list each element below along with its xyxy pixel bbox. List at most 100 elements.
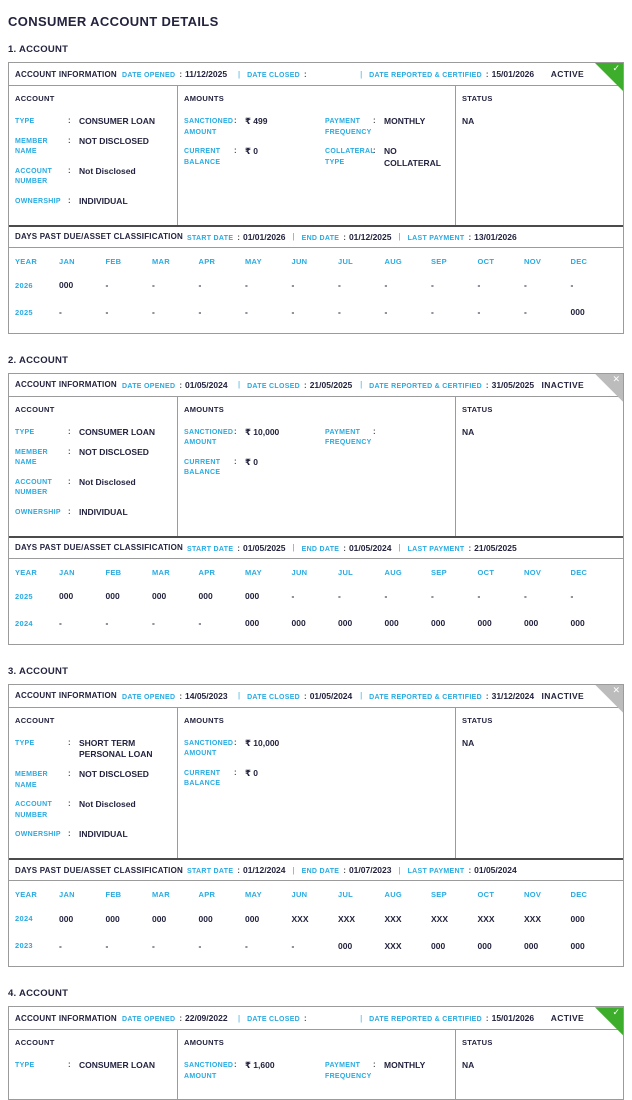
amounts-left: SANCTIONED AMOUNT: ₹ 10,000 CURRENT BALANC… <box>184 427 325 487</box>
field-row: CURRENT BALANCE: ₹ 0 <box>184 768 325 790</box>
last-payment-value: 21/05/2025 <box>474 542 517 553</box>
field-row: MEMBER NAME: NOT DISCLOSED <box>15 136 171 158</box>
field-row: TYPE: CONSUMER LOAN <box>15 116 171 128</box>
dpd-data-row: 2025 000 000 000 000 000 - - - - - - - <box>15 583 617 610</box>
field-value: MONTHLY <box>384 1060 426 1071</box>
account-section-title: 4. ACCOUNT <box>8 988 69 1000</box>
account-detail-columns: ACCOUNT TYPE: SHORT TERM PERSONAL LOAN MEM… <box>9 707 623 859</box>
colon: : <box>237 866 240 876</box>
date-opened-value: 11/12/2025 <box>185 69 228 79</box>
colon: : <box>68 446 71 456</box>
date-closed-field: DATE CLOSED : <box>247 70 353 79</box>
dpd-value: - <box>384 307 388 318</box>
field-value: ₹ 0 <box>245 767 259 778</box>
dpd-data-row: 2024 - - - - 000 000 000 000 000 000 000 000 <box>15 610 617 637</box>
colon: : <box>373 146 376 155</box>
amounts-column-header: AMOUNTS <box>184 404 225 414</box>
dpd-month-header: APR <box>198 567 216 577</box>
account-column-header: ACCOUNT <box>15 94 55 103</box>
amounts-right: PAYMENT FREQUENCY: MONTHLY COLLATERAL TYPE… <box>325 116 449 178</box>
colon: : <box>179 70 183 79</box>
field-label: SANCTIONED AMOUNT <box>184 1062 234 1080</box>
dpd-value: 000 <box>245 618 260 629</box>
field-row: OWNERSHIP: INDIVIDUAL <box>15 196 171 208</box>
amounts-left: SANCTIONED AMOUNT: ₹ 10,000 CURRENT BALANC… <box>184 738 325 798</box>
account-card: ACCOUNT INFORMATION DATE OPENED : 22/09/… <box>8 1006 624 1100</box>
date-opened-label: DATE OPENED <box>122 1016 176 1024</box>
end-date-value: 01/07/2023 <box>348 865 392 876</box>
field-label: OWNERSHIP <box>15 508 61 516</box>
amounts-column: AMOUNTS SANCTIONED AMOUNT: ₹ 10,000 CURREN… <box>178 707 456 859</box>
colon: : <box>373 1060 376 1070</box>
status-badge: INACTIVE <box>541 379 584 390</box>
dpd-value: - <box>384 591 388 602</box>
dpd-month-header: FEB <box>105 256 122 266</box>
last-payment-field: LAST PAYMENT : 13/01/2026 <box>408 232 517 242</box>
dpd-month-header: JAN <box>59 567 75 577</box>
date-opened-field: DATE OPENED : 01/05/2024 <box>122 380 231 390</box>
field-row: COLLATERAL TYPE: NO COLLATERAL <box>325 146 449 170</box>
account-section: 2. ACCOUNT ACCOUNT INFORMATION DATE OPEN… <box>8 355 624 645</box>
colon: : <box>237 232 240 242</box>
colon: : <box>68 829 71 839</box>
dpd-value: - <box>105 618 109 629</box>
dpd-month-header: MAY <box>245 256 262 266</box>
dpd-value: 000 <box>105 913 120 924</box>
field-row: MEMBER NAME: NOT DISCLOSED <box>15 769 171 791</box>
dpd-value: - <box>59 307 62 318</box>
field-value: Not Disclosed <box>79 799 136 810</box>
colon: : <box>179 380 183 390</box>
field-label: MEMBER NAME <box>15 137 48 156</box>
dpd-value: XXX <box>384 940 402 951</box>
account-information-header: ACCOUNT INFORMATION DATE OPENED : 11/12/… <box>9 63 623 91</box>
colon: : <box>373 116 376 125</box>
colon: : <box>485 70 489 79</box>
dpd-month-header: AUG <box>384 890 403 900</box>
account-section-title: 1. ACCOUNT <box>8 44 69 55</box>
colon: : <box>304 691 307 701</box>
colon: : <box>343 232 346 242</box>
dpd-value: 000 <box>338 618 353 629</box>
date-closed-field: DATE CLOSED : 21/05/2025 <box>247 380 353 390</box>
separator: | <box>360 69 363 79</box>
dpd-data-row: 2023 - - - - - - 000 XXX 000 000 000 000 <box>15 932 617 959</box>
amounts-right: PAYMENT FREQUENCY: MONTHLY <box>325 1060 449 1090</box>
dpd-year-header: YEAR <box>15 567 38 577</box>
status-column-header: STATUS <box>462 404 493 414</box>
dpd-month-header: NOV <box>524 567 542 577</box>
colon: : <box>485 691 489 701</box>
amounts-left: SANCTIONED AMOUNT: ₹ 1,600 <box>184 1060 325 1090</box>
field-row: SANCTIONED AMOUNT: ₹ 1,600 <box>184 1060 325 1082</box>
dpd-month-header: OCT <box>477 256 495 266</box>
dpd-value: 000 <box>477 940 492 951</box>
separator: | <box>238 380 241 390</box>
end-date-field: END DATE : 01/05/2024 <box>302 543 392 553</box>
date-opened-label: DATE OPENED <box>122 693 176 701</box>
dpd-month-header: NOV <box>524 890 542 900</box>
dpd-month-header: DEC <box>570 567 588 577</box>
date-closed-label: DATE CLOSED <box>247 382 301 390</box>
dpd-value: 000 <box>477 618 492 629</box>
dpd-months-header: YEAR JAN FEB MAR APR MAY JUN JUL AUG SEP OCT NOV DEC <box>15 884 617 905</box>
field-row: TYPE: SHORT TERM PERSONAL LOAN <box>15 738 171 762</box>
amounts-right <box>325 738 449 798</box>
status-value: NA <box>462 426 475 437</box>
dpd-month-header: JAN <box>59 256 75 266</box>
dpd-value: - <box>477 591 481 602</box>
separator: | <box>360 380 363 390</box>
end-date-value: 01/12/2025 <box>348 231 392 242</box>
account-section: 4. ACCOUNT ACCOUNT INFORMATION DATE OPEN… <box>8 988 624 1100</box>
end-date-field: END DATE : 01/12/2025 <box>302 232 392 242</box>
amounts-column: AMOUNTS SANCTIONED AMOUNT: ₹ 10,000 CURREN… <box>178 396 456 536</box>
dpd-year: 2026 <box>15 280 33 290</box>
separator: | <box>238 691 241 701</box>
amounts-left: SANCTIONED AMOUNT: ₹ 499 CURRENT BALANCE: ₹… <box>184 116 325 178</box>
dpd-value: - <box>198 280 202 291</box>
dpd-value: - <box>59 618 62 629</box>
dpd-value: - <box>477 280 481 291</box>
field-row: SANCTIONED AMOUNT: ₹ 10,000 <box>184 427 325 449</box>
check-icon: ✓ <box>612 63 620 73</box>
colon: : <box>304 380 307 390</box>
field-row: TYPE: CONSUMER LOAN <box>15 1060 171 1072</box>
